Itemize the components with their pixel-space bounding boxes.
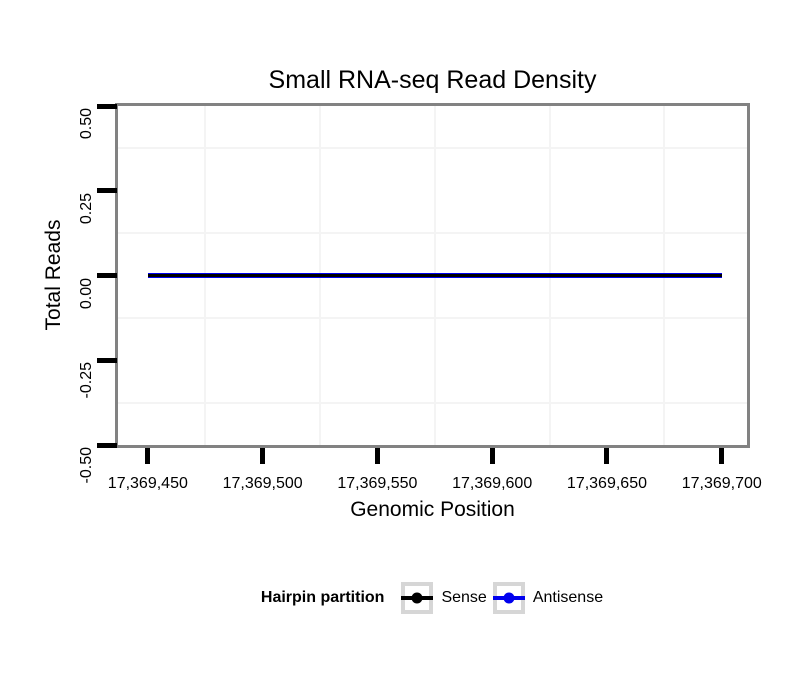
- legend-item-sense: Sense: [401, 582, 487, 614]
- y-axis-tick: [97, 188, 117, 194]
- chart-title: Small RNA-seq Read Density: [268, 66, 597, 94]
- y-axis-tick: [97, 442, 117, 448]
- y-axis-tick: [97, 357, 117, 363]
- legend-title: Hairpin partition: [260, 589, 385, 606]
- plot-panel: [115, 103, 750, 448]
- x-tick-label: 17,369,500: [222, 475, 303, 492]
- minor-gridline-horizontal: [118, 147, 747, 150]
- y-tick-label: 0.50: [78, 108, 95, 140]
- x-tick-label: 17,369,550: [337, 475, 418, 492]
- x-tick-label: 17,369,450: [107, 475, 188, 492]
- legend-item-antisense: Antisense: [492, 582, 604, 614]
- minor-gridline-horizontal: [118, 232, 747, 235]
- y-tick-label: -0.50: [78, 447, 95, 484]
- y-axis-tick: [97, 273, 117, 278]
- legend-point-icon: [411, 592, 423, 604]
- legend-label: Antisense: [532, 589, 604, 606]
- x-axis-tick: [719, 448, 725, 464]
- x-tick-label: 17,369,700: [681, 475, 762, 492]
- y-tick-label: -0.25: [78, 362, 95, 399]
- y-tick-label: 0.00: [78, 277, 95, 309]
- x-axis-tick: [260, 448, 266, 464]
- x-tick-label: 17,369,600: [452, 475, 533, 492]
- y-tick-label: 0.25: [78, 192, 95, 224]
- legend-key-antisense: [492, 582, 525, 614]
- x-axis-tick: [604, 448, 610, 464]
- minor-gridline-horizontal: [118, 316, 747, 319]
- x-axis-title: Genomic Position: [350, 498, 515, 521]
- legend-label: Sense: [441, 589, 487, 606]
- x-tick-label: 17,369,650: [566, 475, 647, 492]
- series-line-sense: [147, 274, 722, 277]
- legend-entries: Sense Antisense: [401, 582, 609, 614]
- x-axis-tick: [145, 448, 151, 464]
- y-axis-title: Total Reads: [42, 219, 65, 331]
- x-axis-tick: [489, 448, 495, 464]
- minor-gridline-horizontal: [118, 401, 747, 404]
- legend: Hairpin partition Sense Antisense: [60, 581, 810, 615]
- legend-key-sense: [401, 582, 434, 614]
- y-axis-tick: [97, 103, 117, 109]
- legend-point-icon: [503, 592, 515, 604]
- x-axis-tick: [374, 448, 380, 464]
